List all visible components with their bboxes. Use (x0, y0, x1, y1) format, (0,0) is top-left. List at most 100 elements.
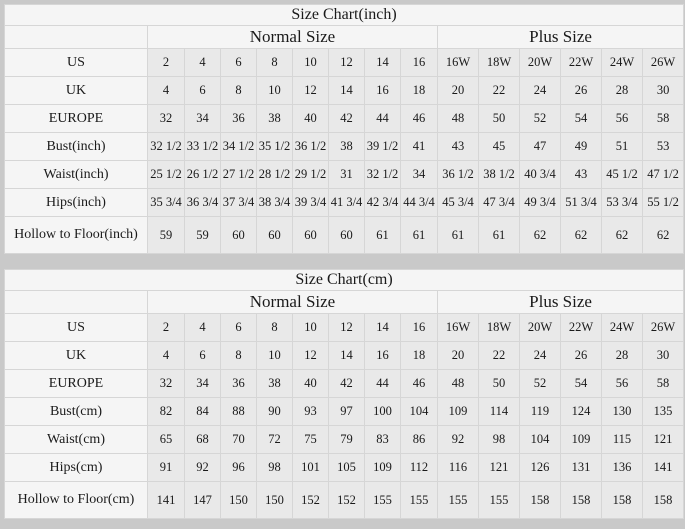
row-label: UK (4, 76, 148, 105)
table-cell: 109 (560, 425, 602, 454)
table-cell: 50 (478, 369, 520, 398)
row-label: Waist(inch) (4, 160, 148, 189)
table-cell: 31 (328, 160, 365, 189)
table-cell: 60 (328, 216, 365, 254)
table-cell: 14 (328, 341, 365, 370)
table-cell: 60 (292, 216, 329, 254)
table-cell: 16W (437, 48, 479, 77)
table-cell: 92 (437, 425, 479, 454)
table-cell: 20 (437, 341, 479, 370)
table-cell: 32 1/2 (364, 160, 401, 189)
table-cell: 75 (292, 425, 329, 454)
table-cell: 25 1/2 (147, 160, 185, 189)
table-row: Hips(inch) 35 3/4 36 3/4 37 3/4 38 3/4 39 3/4… (4, 188, 685, 217)
table-cell: 41 3/4 (328, 188, 365, 217)
table-row: Waist(cm) 65 68 70 72 75 79 83 86 92 98 104 109 115 12… (4, 425, 685, 454)
size-chart-cm: Size Chart(cm) Normal Size Plus Size US 2 4 6 8… (3, 269, 685, 519)
table-cell: 155 (437, 481, 479, 519)
table-cell: 158 (560, 481, 602, 519)
table-cell: 35 3/4 (147, 188, 185, 217)
table-cell: 104 (519, 425, 561, 454)
table-cell: 93 (292, 397, 329, 426)
table-cell: 43 (437, 132, 479, 161)
table-cell: 18 (400, 341, 438, 370)
table-cell: 131 (560, 453, 602, 482)
table-cell: 121 (641, 425, 685, 454)
table-cell: 42 (328, 104, 365, 133)
table-cell: 38 (256, 369, 293, 398)
table-cell: 158 (641, 481, 685, 519)
table-cell: 92 (184, 453, 221, 482)
row-label: Bust(inch) (4, 132, 148, 161)
table-row: Bust(inch) 32 1/2 33 1/2 34 1/2 35 1/2 36 1/2… (4, 132, 685, 161)
table-cell: 61 (478, 216, 520, 254)
table-cell: 16 (364, 76, 401, 105)
group-plus-size: Plus Size (436, 25, 685, 49)
table-cell: 10 (256, 341, 293, 370)
table-cell: 8 (220, 76, 257, 105)
title-row: Size Chart(inch) (3, 4, 685, 26)
table-cell: 82 (147, 397, 185, 426)
table-cell: 30 (641, 341, 685, 370)
table-cell: 44 (364, 369, 401, 398)
table-cell: 53 3/4 (601, 188, 643, 217)
table-cell: 42 3/4 (364, 188, 401, 217)
table-row: EUROPE 32 34 36 38 40 42 44 46 48 50 52 54 56 58 (4, 104, 685, 133)
corner-cell (4, 290, 148, 314)
table-cell: 47 (519, 132, 561, 161)
table-cell: 124 (560, 397, 602, 426)
table-cell: 147 (184, 481, 221, 519)
table-cell: 10 (256, 76, 293, 105)
table-cell: 62 (601, 216, 643, 254)
table-cell: 50 (478, 104, 520, 133)
table-cell: 119 (519, 397, 561, 426)
table-cell: 14 (364, 313, 401, 342)
corner-cell (4, 25, 148, 49)
table-cell: 2 (147, 48, 185, 77)
table-cell: 44 (364, 104, 401, 133)
table-cell: 6 (184, 76, 221, 105)
table-cell: 48 (437, 104, 479, 133)
table-cell: 98 (256, 453, 293, 482)
table-cell: 105 (328, 453, 365, 482)
table-row: UK 4 6 8 10 12 14 16 18 20 22 24 26 28 30 (4, 76, 685, 105)
table-cell: 51 (601, 132, 643, 161)
table-cell: 10 (292, 48, 329, 77)
table-cell: 98 (478, 425, 520, 454)
table-cell: 46 (400, 369, 438, 398)
table-cell: 22W (560, 48, 602, 77)
table-cell: 22W (560, 313, 602, 342)
table-cell: 109 (364, 453, 401, 482)
table-cell: 30 (641, 76, 685, 105)
table-cell: 34 1/2 (220, 132, 257, 161)
table-cell: 2 (147, 313, 185, 342)
table-cell: 150 (256, 481, 293, 519)
table-cell: 49 3/4 (519, 188, 561, 217)
table-cell: 4 (147, 341, 185, 370)
table-cell: 79 (328, 425, 365, 454)
table-cell: 18W (478, 48, 520, 77)
table-cell: 36 1/2 (292, 132, 329, 161)
table-cell: 12 (292, 341, 329, 370)
table-row: US 2 4 6 8 10 12 14 16 16W 18W 20W 22W 24W 26W (4, 48, 685, 77)
table-cell: 27 1/2 (220, 160, 257, 189)
table-cell: 20 (437, 76, 479, 105)
table-cell: 130 (601, 397, 643, 426)
table-cell: 32 (147, 104, 185, 133)
table-cell: 26 (560, 76, 602, 105)
table-cell: 116 (437, 453, 479, 482)
table-cell: 51 3/4 (560, 188, 602, 217)
table-cell: 91 (147, 453, 185, 482)
table-cell: 36 (220, 369, 257, 398)
table-row: Waist(inch) 25 1/2 26 1/2 27 1/2 28 1/2 29 1/… (4, 160, 685, 189)
group-plus-size: Plus Size (436, 290, 685, 314)
table-cell: 16 (400, 313, 438, 342)
table-cell: 45 1/2 (601, 160, 643, 189)
table-row: Hips(cm) 91 92 96 98 101 105 109 112 116 121 126 131… (4, 453, 685, 482)
table-cell: 26W (641, 313, 685, 342)
table-cell: 109 (437, 397, 479, 426)
table-cell: 60 (220, 216, 257, 254)
table-cell: 35 1/2 (256, 132, 293, 161)
table-cell: 8 (220, 341, 257, 370)
table-cell: 34 (184, 369, 221, 398)
